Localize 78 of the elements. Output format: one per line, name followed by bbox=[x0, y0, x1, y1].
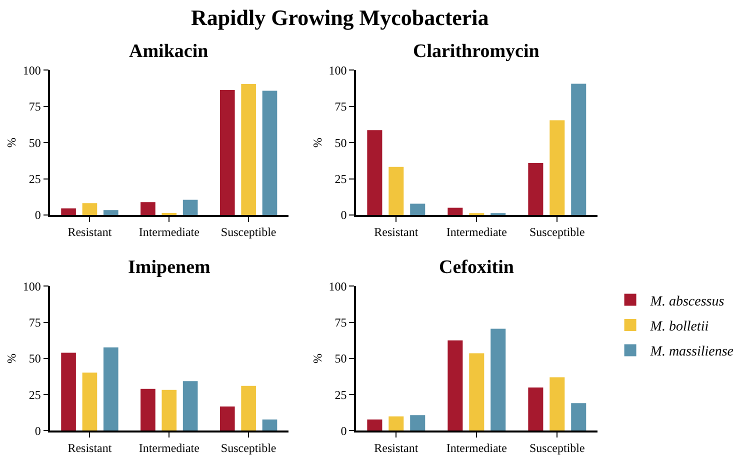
bar bbox=[528, 388, 544, 431]
y-tick-label: 0 bbox=[34, 424, 41, 438]
y-tick-label: 50 bbox=[28, 136, 41, 150]
y-axis-title: % bbox=[310, 353, 325, 364]
y-tick-label: 75 bbox=[334, 100, 347, 114]
bar bbox=[388, 416, 404, 431]
bar bbox=[61, 208, 76, 216]
bar bbox=[182, 381, 198, 431]
y-tick-label: 50 bbox=[28, 352, 41, 366]
y-tick-label: 0 bbox=[340, 424, 347, 438]
legend-label: M. massiliense bbox=[649, 344, 734, 360]
bar bbox=[490, 328, 506, 431]
y-axis-title: % bbox=[4, 138, 19, 148]
bar bbox=[61, 352, 76, 431]
bar bbox=[162, 390, 177, 431]
legend-label: M. bolletii bbox=[649, 319, 709, 334]
bar bbox=[220, 90, 235, 216]
bar bbox=[448, 340, 463, 431]
y-tick-label: 25 bbox=[28, 172, 41, 186]
x-tick-label: Susceptible bbox=[220, 440, 276, 455]
bar bbox=[241, 386, 256, 431]
bar bbox=[388, 166, 404, 216]
chart-title: Cefoxitin bbox=[439, 257, 514, 278]
bar bbox=[82, 203, 98, 216]
y-tick-label: 100 bbox=[22, 279, 41, 294]
bar bbox=[140, 388, 156, 431]
y-tick-label: 100 bbox=[328, 63, 347, 78]
x-tick-label: Intermediate bbox=[446, 440, 507, 455]
y-tick-label: 25 bbox=[334, 388, 347, 402]
bar bbox=[103, 210, 118, 216]
text: Rapidly Growing Mycobacteria bbox=[191, 5, 489, 30]
y-tick-label: 0 bbox=[340, 208, 347, 222]
y-tick-label: 100 bbox=[22, 63, 41, 78]
bar bbox=[262, 419, 278, 431]
y-tick-label: 50 bbox=[334, 136, 347, 150]
bar bbox=[140, 202, 156, 216]
bar bbox=[550, 120, 565, 216]
legend-label: M. abscessus bbox=[649, 294, 725, 310]
bar bbox=[182, 200, 198, 216]
bar bbox=[367, 419, 382, 431]
x-tick-label: Intermediate bbox=[138, 225, 200, 240]
bar bbox=[241, 84, 256, 216]
x-tick-label: Susceptible bbox=[220, 225, 276, 240]
x-tick-label: Intermediate bbox=[138, 440, 200, 455]
bar bbox=[82, 372, 98, 431]
x-tick-label: Resistant bbox=[68, 440, 112, 455]
bar bbox=[162, 212, 177, 216]
y-tick-label: 100 bbox=[328, 279, 347, 294]
x-tick-label: Susceptible bbox=[529, 440, 585, 455]
bar bbox=[410, 204, 426, 216]
bar bbox=[262, 90, 278, 216]
x-tick-label: Resistant bbox=[374, 440, 419, 455]
y-tick-label: 25 bbox=[334, 172, 347, 186]
y-tick-label: 50 bbox=[334, 352, 347, 366]
x-tick-label: Intermediate bbox=[446, 225, 507, 240]
y-tick-label: 75 bbox=[28, 100, 41, 114]
x-tick-label: Susceptible bbox=[529, 225, 585, 240]
bar bbox=[103, 347, 118, 431]
bar bbox=[528, 163, 544, 216]
y-tick-label: 25 bbox=[28, 388, 41, 402]
chart-title: Amikacin bbox=[129, 41, 209, 62]
bar bbox=[448, 208, 463, 216]
bar bbox=[410, 415, 426, 431]
bar bbox=[220, 406, 235, 431]
bar bbox=[550, 377, 565, 431]
chart-title: Clarithromycin bbox=[413, 41, 540, 62]
y-axis-title: % bbox=[4, 353, 19, 364]
bar bbox=[469, 353, 484, 431]
y-tick-label: 75 bbox=[334, 316, 347, 330]
y-tick-label: 75 bbox=[28, 316, 41, 330]
x-tick-label: Resistant bbox=[374, 225, 419, 240]
chart-title: Imipenem bbox=[128, 257, 210, 278]
y-tick-label: 0 bbox=[34, 208, 41, 222]
x-tick-label: Resistant bbox=[68, 225, 112, 240]
bar bbox=[571, 84, 586, 216]
bar bbox=[571, 403, 586, 431]
y-axis-title: % bbox=[310, 138, 325, 148]
bar bbox=[367, 130, 382, 216]
